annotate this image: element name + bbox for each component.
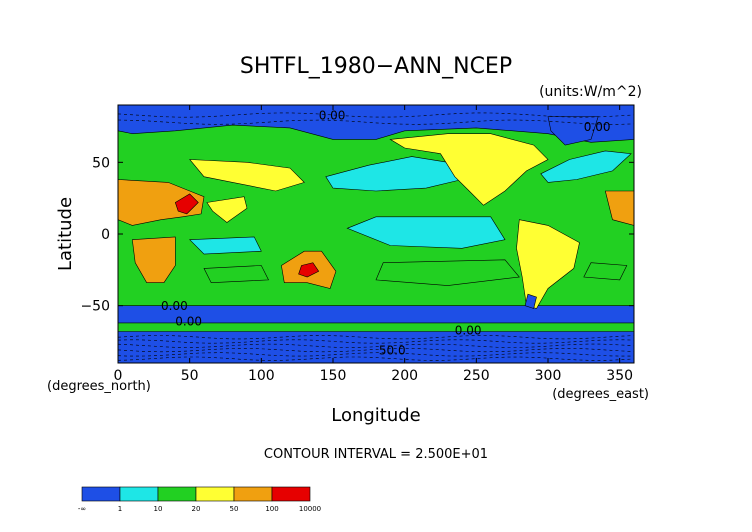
region-north-america — [389, 133, 549, 206]
legend-label: -∞ — [78, 505, 86, 513]
y-axis-label: Latitude — [55, 197, 76, 271]
contour-line — [118, 339, 634, 344]
y-tick-label: 50 — [92, 155, 110, 171]
legend-swatch — [157, 486, 197, 502]
legend-swatch — [195, 486, 235, 502]
x-axis-label: Longitude — [331, 405, 421, 426]
color-legend: -∞ 1 10 20 50 100 10000 — [78, 486, 321, 513]
y-axis: 50 0 −50 — [80, 155, 634, 315]
contour-interval-label: CONTOUR INTERVAL = 2.500E+01 — [264, 447, 488, 462]
legend-label: 100 — [265, 505, 278, 513]
contour-label: 0.00 — [161, 299, 188, 313]
x-tick-label: 100 — [248, 368, 275, 384]
region-subtropical-pacific-south-3 — [583, 262, 628, 281]
x-axis: 0 50 100 150 200 250 300 350 — [114, 105, 633, 384]
contour-label: 50.0 — [379, 343, 406, 357]
legend-swatch — [271, 486, 311, 502]
legend-swatch — [81, 486, 121, 502]
x-unit-label: (degrees_east) — [552, 387, 649, 402]
legend-label: 1 — [118, 505, 122, 513]
region-south-america — [516, 219, 580, 309]
x-tick-label: 250 — [463, 368, 490, 384]
legend-label: 20 — [192, 505, 201, 513]
x-tick-label: 0 — [114, 368, 123, 384]
region-subtropical-pacific-south-2 — [203, 265, 269, 284]
contour-line — [118, 119, 634, 125]
region-southern-ocean-band — [118, 305, 634, 324]
contour-label: 0.00 — [455, 323, 482, 337]
chart-title: SHTFL_1980−ANN_NCEP — [240, 54, 512, 79]
region-subtropical-pacific-south-1 — [375, 259, 520, 286]
legend-label: 10 — [154, 505, 163, 513]
region-central-asia-1 — [189, 159, 305, 192]
legend-label: 10000 — [299, 505, 321, 513]
region-tropical-pacific-1 — [346, 216, 506, 249]
contour-label: 0.00 — [319, 108, 346, 122]
legend-swatch — [233, 486, 273, 502]
contour-line — [118, 352, 634, 357]
legend-label: 50 — [230, 505, 239, 513]
contour-line — [118, 356, 634, 361]
legend-swatch — [119, 486, 159, 502]
contour-line — [118, 335, 634, 340]
region-southern-africa — [131, 236, 176, 284]
region-australia-hot-spot — [298, 262, 320, 278]
y-unit-label: (degrees_north) — [47, 379, 151, 394]
y-tick-label: −50 — [80, 299, 110, 315]
region-antarctica — [118, 331, 634, 363]
region-north-atlantic-high — [540, 150, 632, 183]
contour-line — [118, 112, 634, 118]
units-label: (units:W/m^2) — [539, 84, 642, 100]
y-tick-label: 0 — [101, 227, 110, 243]
x-tick-label: 300 — [535, 368, 562, 384]
region-sahara-arabia-2 — [604, 190, 634, 226]
plot-area: 0.00 0.00 0.00 0.00 0.00 50.0 — [118, 105, 634, 363]
region-central-asia-2 — [206, 196, 248, 223]
contour-label: 0.00 — [584, 120, 611, 134]
region-tropical-pacific-2 — [189, 236, 262, 255]
x-tick-label: 200 — [391, 368, 418, 384]
x-tick-label: 350 — [606, 368, 633, 384]
contour-line — [118, 343, 634, 348]
contour-label: 0.00 — [175, 315, 202, 329]
x-tick-label: 150 — [320, 368, 347, 384]
region-patagonia-cold-spot — [524, 293, 537, 309]
region-arctic-ocean — [118, 105, 634, 143]
region-arabia-hot-spot — [174, 193, 199, 215]
contour-line — [118, 348, 634, 353]
region-sahara-arabia-1 — [118, 179, 205, 226]
x-tick-label: 50 — [181, 368, 199, 384]
